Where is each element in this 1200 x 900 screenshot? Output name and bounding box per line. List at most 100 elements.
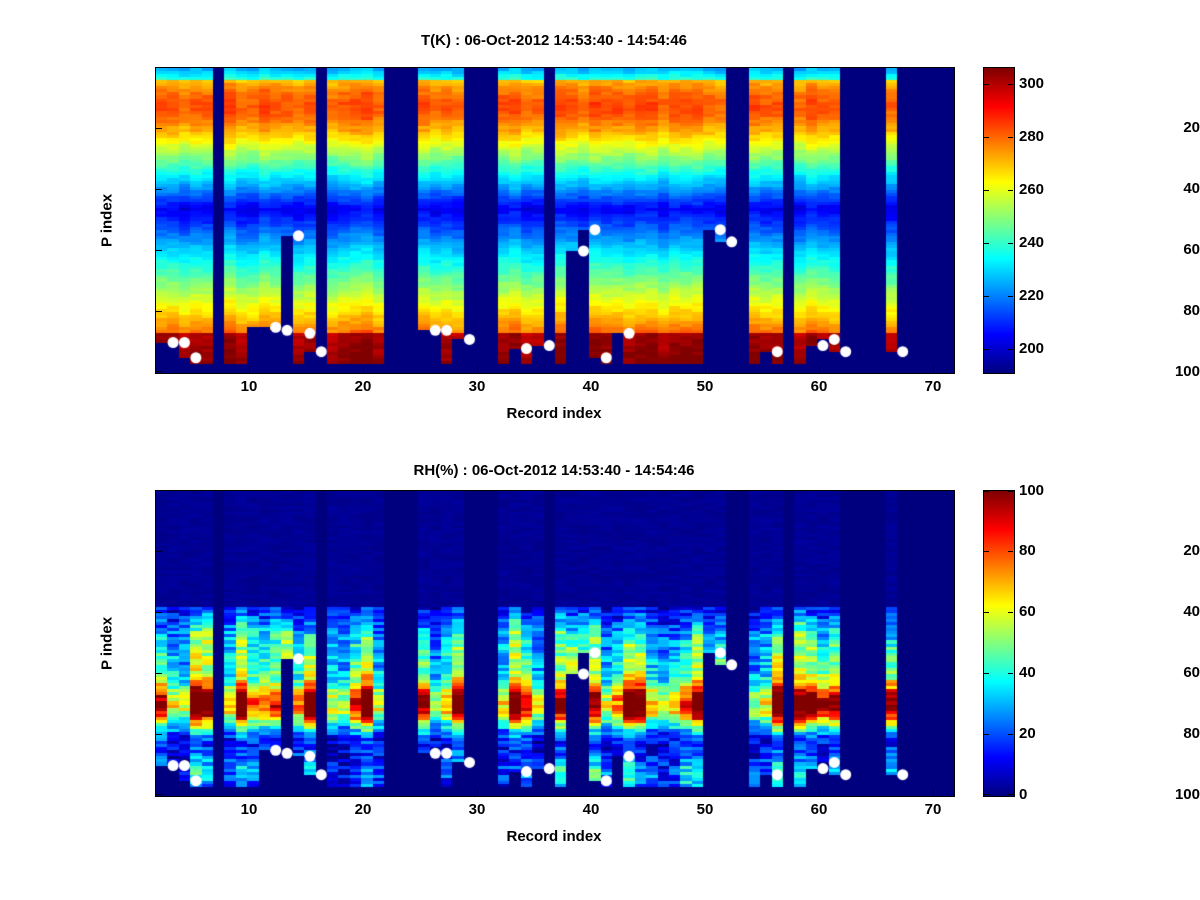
cbar-tick-t-300 (984, 84, 989, 85)
ytick-label-rh-100: 100 (1174, 786, 1200, 803)
xtick-mark-rh-10 (249, 789, 250, 795)
ytick-label-rh-20: 20 (1183, 542, 1200, 559)
xtick-mark-t-60 (819, 366, 820, 372)
xlabel-temperature: Record index (506, 405, 602, 422)
cbar-tick-t-260r (1008, 190, 1013, 191)
panel-title-relative-humidity: RH(%) : 06-Oct-2012 14:53:40 - 14:54:46 (413, 462, 695, 479)
cbar-tick-t-280r (1008, 137, 1013, 138)
ytick-label-t-40: 40 (1183, 180, 1200, 197)
xtick-label-rh-30: 30 (468, 801, 486, 818)
ylabel-relative-humidity: P index (98, 616, 116, 671)
xtick-label-t-50: 50 (696, 378, 714, 395)
ytick-mark-t-100 (156, 371, 162, 372)
cbar-tick-rh-40r (1008, 673, 1013, 674)
colorbar-relative-humidity[interactable] (983, 490, 1015, 797)
cbar-tick-rh-60r (1008, 612, 1013, 613)
panel-temperature: T(K) : 06-Oct-2012 14:53:40 - 14:54:46 2… (0, 0, 1200, 440)
cbar-tick-rh-100r (1008, 491, 1013, 492)
xtick-mark-rh-20 (363, 789, 364, 795)
colorbar-gradient-temperature (984, 68, 1014, 373)
cbar-tick-t-260 (984, 190, 989, 191)
colorbar-temperature[interactable] (983, 67, 1015, 374)
xtick-mark-t-70 (933, 366, 934, 372)
ytick-label-t-100: 100 (1174, 363, 1200, 380)
ytick-label-rh-80: 80 (1183, 725, 1200, 742)
xtick-label-rh-40: 40 (582, 801, 600, 818)
ytick-mark-rh-60 (156, 673, 162, 674)
xtick-label-t-20: 20 (354, 378, 372, 395)
cbar-label-rh-0: 0 (1019, 786, 1028, 803)
xtick-label-t-10: 10 (240, 378, 258, 395)
cbar-tick-t-220r (1008, 296, 1013, 297)
xtick-label-rh-70: 70 (924, 801, 942, 818)
cbar-tick-rh-20r (1008, 734, 1013, 735)
ytick-mark-t-80 (156, 311, 162, 312)
xtick-mark-t-50 (705, 366, 706, 372)
cbar-label-t-280: 280 (1019, 128, 1045, 145)
heatmap-axes-relative-humidity[interactable] (155, 490, 955, 797)
ytick-mark-rh-20 (156, 551, 162, 552)
xtick-label-rh-50: 50 (696, 801, 714, 818)
cbar-label-rh-40: 40 (1019, 664, 1036, 681)
xtick-label-t-60: 60 (810, 378, 828, 395)
cbar-label-t-220: 220 (1019, 287, 1045, 304)
cbar-tick-rh-20 (984, 734, 989, 735)
cbar-tick-rh-60 (984, 612, 989, 613)
xtick-mark-rh-40 (591, 789, 592, 795)
ytick-mark-rh-80 (156, 734, 162, 735)
ytick-label-t-80: 80 (1183, 302, 1200, 319)
cbar-label-rh-20: 20 (1019, 725, 1036, 742)
xtick-label-rh-20: 20 (354, 801, 372, 818)
xtick-mark-t-20 (363, 366, 364, 372)
cbar-label-rh-60: 60 (1019, 603, 1036, 620)
cbar-tick-t-200r (1008, 349, 1013, 350)
cbar-tick-t-280 (984, 137, 989, 138)
xtick-label-t-40: 40 (582, 378, 600, 395)
xtick-label-t-30: 30 (468, 378, 486, 395)
cbar-tick-rh-0r (1008, 794, 1013, 795)
ylabel-temperature: P index (98, 193, 116, 248)
cbar-label-t-260: 260 (1019, 181, 1045, 198)
cbar-tick-rh-100 (984, 491, 989, 492)
ytick-label-t-20: 20 (1183, 119, 1200, 136)
xtick-mark-t-10 (249, 366, 250, 372)
colorbar-gradient-relative-humidity (984, 491, 1014, 796)
cbar-tick-t-300r (1008, 84, 1013, 85)
ytick-mark-t-20 (156, 128, 162, 129)
ytick-label-rh-60: 60 (1183, 664, 1200, 681)
xlabel-relative-humidity: Record index (506, 828, 602, 845)
cbar-tick-rh-80r (1008, 551, 1013, 552)
heatmap-image-relative-humidity (156, 491, 954, 796)
ytick-mark-rh-40 (156, 612, 162, 613)
cbar-tick-rh-40 (984, 673, 989, 674)
cbar-label-t-300: 300 (1019, 75, 1045, 92)
cbar-tick-t-240r (1008, 243, 1013, 244)
ytick-mark-t-40 (156, 189, 162, 190)
xtick-label-rh-60: 60 (810, 801, 828, 818)
cbar-tick-t-220 (984, 296, 989, 297)
cbar-label-t-240: 240 (1019, 234, 1045, 251)
xtick-mark-rh-50 (705, 789, 706, 795)
xtick-label-t-70: 70 (924, 378, 942, 395)
ytick-mark-t-60 (156, 250, 162, 251)
panel-relative-humidity: RH(%) : 06-Oct-2012 14:53:40 - 14:54:46 … (0, 440, 1200, 900)
ytick-label-t-60: 60 (1183, 241, 1200, 258)
cbar-tick-t-240 (984, 243, 989, 244)
cbar-tick-rh-80 (984, 551, 989, 552)
panel-title-temperature: T(K) : 06-Oct-2012 14:53:40 - 14:54:46 (421, 32, 687, 49)
xtick-mark-rh-30 (477, 789, 478, 795)
heatmap-axes-temperature[interactable] (155, 67, 955, 374)
xtick-mark-rh-70 (933, 789, 934, 795)
ytick-mark-rh-100 (156, 794, 162, 795)
cbar-label-rh-100: 100 (1019, 482, 1045, 499)
cbar-tick-t-200 (984, 349, 989, 350)
xtick-mark-t-30 (477, 366, 478, 372)
ytick-label-rh-40: 40 (1183, 603, 1200, 620)
xtick-mark-t-40 (591, 366, 592, 372)
cbar-tick-rh-0 (984, 794, 989, 795)
cbar-label-rh-80: 80 (1019, 542, 1036, 559)
xtick-label-rh-10: 10 (240, 801, 258, 818)
cbar-label-t-200: 200 (1019, 340, 1045, 357)
heatmap-image-temperature (156, 68, 954, 373)
